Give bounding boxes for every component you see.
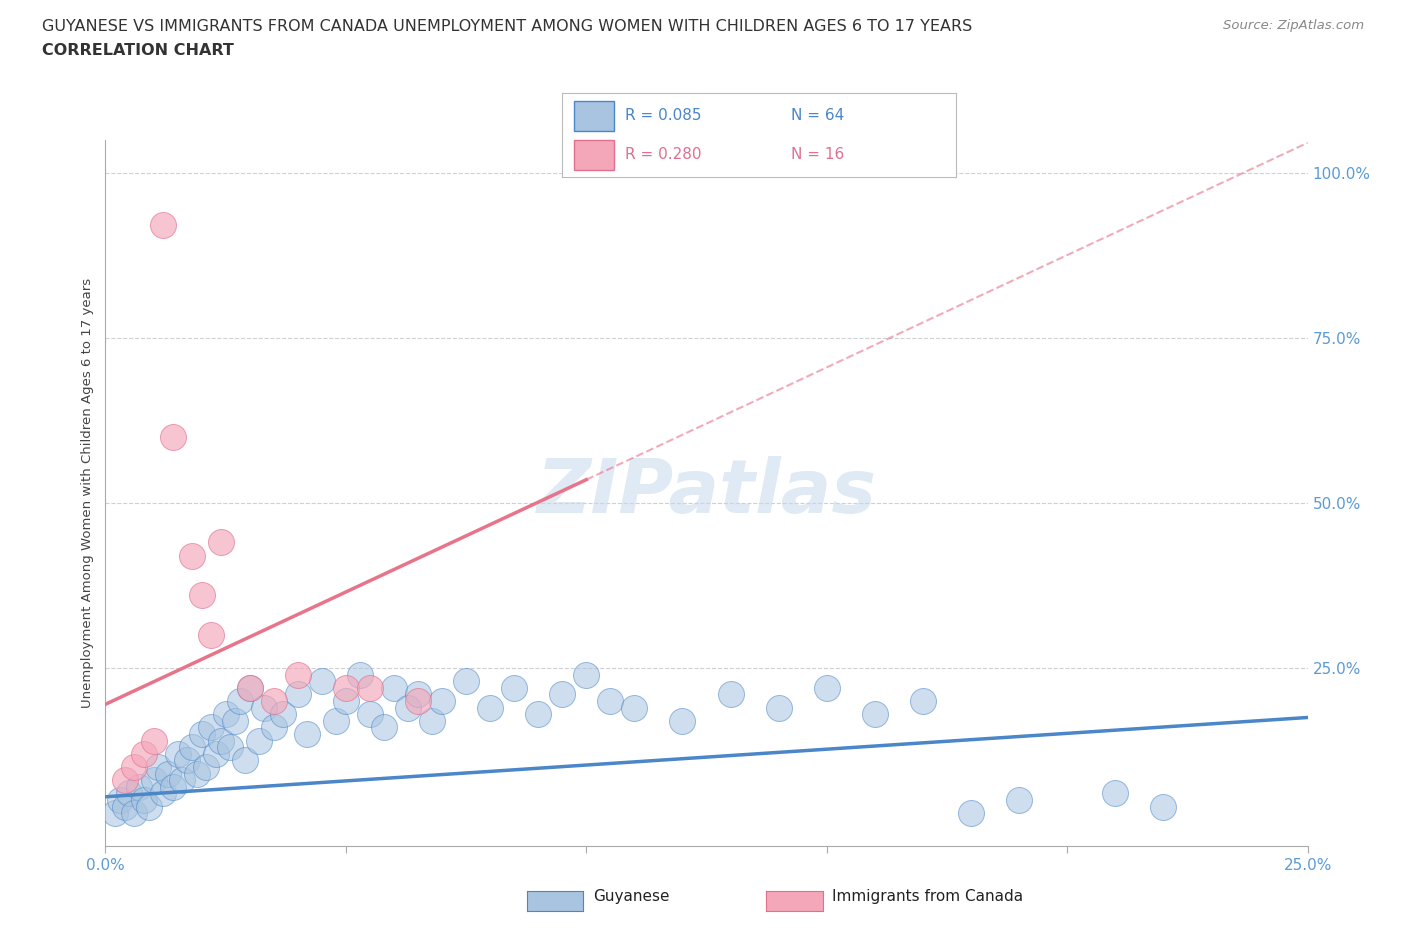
Point bbox=[479, 700, 502, 715]
Point bbox=[297, 726, 319, 741]
Point bbox=[551, 687, 574, 702]
Point bbox=[166, 747, 188, 762]
Point bbox=[311, 673, 333, 688]
FancyBboxPatch shape bbox=[574, 100, 613, 130]
Text: N = 16: N = 16 bbox=[790, 148, 844, 163]
Point bbox=[273, 707, 295, 722]
Point bbox=[148, 760, 170, 775]
Point bbox=[815, 681, 838, 696]
Point bbox=[124, 760, 146, 775]
Point bbox=[162, 779, 184, 794]
Point bbox=[128, 779, 150, 794]
Point bbox=[219, 739, 242, 754]
Point bbox=[162, 430, 184, 445]
Point bbox=[209, 535, 232, 550]
Text: R = 0.085: R = 0.085 bbox=[626, 108, 702, 123]
Point bbox=[911, 694, 934, 709]
Point bbox=[287, 687, 309, 702]
Point bbox=[142, 773, 165, 788]
Point bbox=[181, 548, 204, 563]
Point bbox=[263, 694, 285, 709]
Point bbox=[430, 694, 453, 709]
Text: Source: ZipAtlas.com: Source: ZipAtlas.com bbox=[1223, 19, 1364, 32]
Point bbox=[186, 766, 208, 781]
Point bbox=[422, 713, 444, 728]
Y-axis label: Unemployment Among Women with Children Ages 6 to 17 years: Unemployment Among Women with Children A… bbox=[82, 278, 94, 708]
Point bbox=[229, 694, 252, 709]
Point bbox=[152, 786, 174, 801]
Point bbox=[138, 799, 160, 814]
Text: GUYANESE VS IMMIGRANTS FROM CANADA UNEMPLOYMENT AMONG WOMEN WITH CHILDREN AGES 6: GUYANESE VS IMMIGRANTS FROM CANADA UNEMP… bbox=[42, 19, 973, 33]
Point bbox=[287, 667, 309, 682]
Point bbox=[209, 733, 232, 748]
Point bbox=[406, 694, 429, 709]
Point bbox=[503, 681, 526, 696]
Point bbox=[190, 588, 212, 603]
Point bbox=[239, 681, 262, 696]
Point bbox=[108, 792, 131, 807]
Point bbox=[132, 792, 155, 807]
Text: ZIPatlas: ZIPatlas bbox=[537, 457, 876, 529]
Point bbox=[205, 747, 228, 762]
Point bbox=[263, 720, 285, 735]
Point bbox=[195, 760, 218, 775]
Point bbox=[176, 753, 198, 768]
Point bbox=[960, 805, 983, 820]
Point bbox=[1104, 786, 1126, 801]
Point bbox=[190, 726, 212, 741]
Text: Immigrants from Canada: Immigrants from Canada bbox=[832, 889, 1024, 904]
Point bbox=[233, 753, 256, 768]
Point bbox=[239, 681, 262, 696]
Point bbox=[359, 681, 381, 696]
Point bbox=[172, 773, 194, 788]
Point bbox=[335, 681, 357, 696]
Point bbox=[214, 707, 236, 722]
Point bbox=[200, 720, 222, 735]
Text: Guyanese: Guyanese bbox=[593, 889, 669, 904]
Point bbox=[152, 218, 174, 232]
Point bbox=[349, 667, 371, 682]
Point bbox=[599, 694, 621, 709]
Point bbox=[118, 786, 141, 801]
FancyBboxPatch shape bbox=[574, 140, 613, 170]
Text: R = 0.280: R = 0.280 bbox=[626, 148, 702, 163]
Point bbox=[527, 707, 550, 722]
Point bbox=[104, 805, 127, 820]
Text: N = 64: N = 64 bbox=[790, 108, 844, 123]
Point bbox=[406, 687, 429, 702]
Point bbox=[114, 799, 136, 814]
Point bbox=[224, 713, 246, 728]
Point bbox=[671, 713, 693, 728]
Point bbox=[114, 773, 136, 788]
Point bbox=[124, 805, 146, 820]
Point bbox=[575, 667, 598, 682]
Point bbox=[863, 707, 886, 722]
Point bbox=[1008, 792, 1031, 807]
Point bbox=[454, 673, 477, 688]
Point bbox=[132, 747, 155, 762]
Point bbox=[623, 700, 645, 715]
Point bbox=[335, 694, 357, 709]
Point bbox=[720, 687, 742, 702]
Point bbox=[325, 713, 347, 728]
Text: CORRELATION CHART: CORRELATION CHART bbox=[42, 43, 233, 58]
Point bbox=[396, 700, 419, 715]
Point bbox=[200, 628, 222, 643]
Point bbox=[247, 733, 270, 748]
Point bbox=[253, 700, 276, 715]
Point bbox=[382, 681, 405, 696]
Point bbox=[768, 700, 790, 715]
Point bbox=[156, 766, 179, 781]
Point bbox=[181, 739, 204, 754]
Point bbox=[359, 707, 381, 722]
Point bbox=[373, 720, 395, 735]
Point bbox=[142, 733, 165, 748]
Point bbox=[1152, 799, 1174, 814]
